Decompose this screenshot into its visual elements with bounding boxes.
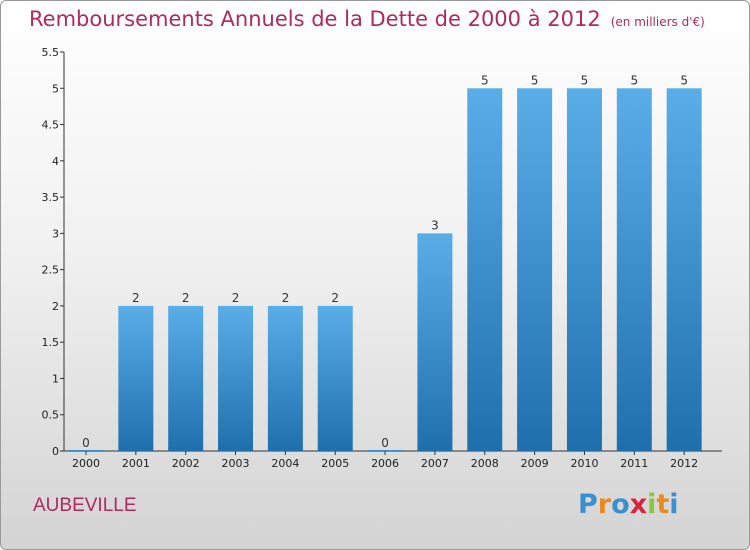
x-tick-label: 2008 xyxy=(471,457,499,470)
bar xyxy=(267,305,303,451)
data-label: 2 xyxy=(331,291,339,305)
x-tick-label: 2001 xyxy=(122,457,150,470)
x-tick-label: 2007 xyxy=(421,457,449,470)
bar xyxy=(517,88,553,451)
bar xyxy=(317,305,353,451)
logo-letter: o xyxy=(611,489,630,520)
data-label: 2 xyxy=(282,291,290,305)
data-label: 0 xyxy=(82,436,90,450)
y-tick-label: 1 xyxy=(52,372,59,385)
data-label: 5 xyxy=(680,73,688,87)
x-tick-label: 2012 xyxy=(670,457,698,470)
bar xyxy=(467,88,503,451)
x-tick-label: 2011 xyxy=(620,457,648,470)
commune-name: AUBEVILLE xyxy=(33,495,137,516)
y-tick-label: 4.5 xyxy=(42,119,60,132)
data-label: 5 xyxy=(481,73,489,87)
logo-letter: x xyxy=(629,489,648,520)
logo-letter: i xyxy=(669,489,679,520)
x-tick-label: 2009 xyxy=(521,457,549,470)
chart-title: Remboursements Annuels de la Dette de 20… xyxy=(29,7,601,31)
chart-data-labels: 0 2 2 2 2 2 0 3 5 5 5 5 5 xyxy=(82,73,688,450)
y-tick-label: 3 xyxy=(52,227,59,240)
y-tick-label: 0 xyxy=(52,445,59,458)
y-tick-label: 1.5 xyxy=(42,336,60,349)
y-tick-label: 0.5 xyxy=(42,409,60,422)
data-label: 0 xyxy=(381,436,389,450)
bar xyxy=(218,305,254,451)
x-tick-label: 2010 xyxy=(570,457,598,470)
x-tick-label: 2005 xyxy=(321,457,349,470)
chart-header: Remboursements Annuels de la Dette de 20… xyxy=(29,7,705,31)
bar xyxy=(118,305,154,451)
bar xyxy=(168,305,204,451)
chart-bars xyxy=(68,88,702,451)
y-tick-label: 4 xyxy=(52,155,59,168)
y-tick-label: 2.5 xyxy=(42,264,60,277)
bar xyxy=(417,233,453,451)
y-tick-label: 3.5 xyxy=(42,191,60,204)
bar xyxy=(367,450,403,451)
data-label: 2 xyxy=(132,291,140,305)
data-label: 2 xyxy=(232,291,240,305)
data-label: 5 xyxy=(531,73,539,87)
x-tick-label: 2003 xyxy=(222,457,250,470)
data-label: 2 xyxy=(182,291,190,305)
x-tick-label: 2000 xyxy=(72,457,100,470)
proxiti-logo[interactable]: Proxiti xyxy=(578,489,679,520)
data-label: 5 xyxy=(581,73,589,87)
x-tick-label: 2006 xyxy=(371,457,399,470)
y-tick-label: 5 xyxy=(52,82,59,95)
data-label: 5 xyxy=(630,73,638,87)
y-tick-label: 5.5 xyxy=(42,46,60,59)
data-label: 3 xyxy=(431,218,439,232)
y-tick-label: 2 xyxy=(52,300,59,313)
bar xyxy=(566,88,602,451)
bar xyxy=(68,450,104,451)
logo-letter: P xyxy=(578,489,598,520)
x-tick-label: 2004 xyxy=(271,457,299,470)
chart-unit: (en milliers d'€) xyxy=(610,15,705,29)
logo-letter: i xyxy=(647,489,657,520)
logo-letter: t xyxy=(656,489,670,520)
bar xyxy=(666,88,702,451)
logo-letter: r xyxy=(597,489,612,520)
x-tick-label: 2002 xyxy=(172,457,200,470)
bar xyxy=(616,88,652,451)
